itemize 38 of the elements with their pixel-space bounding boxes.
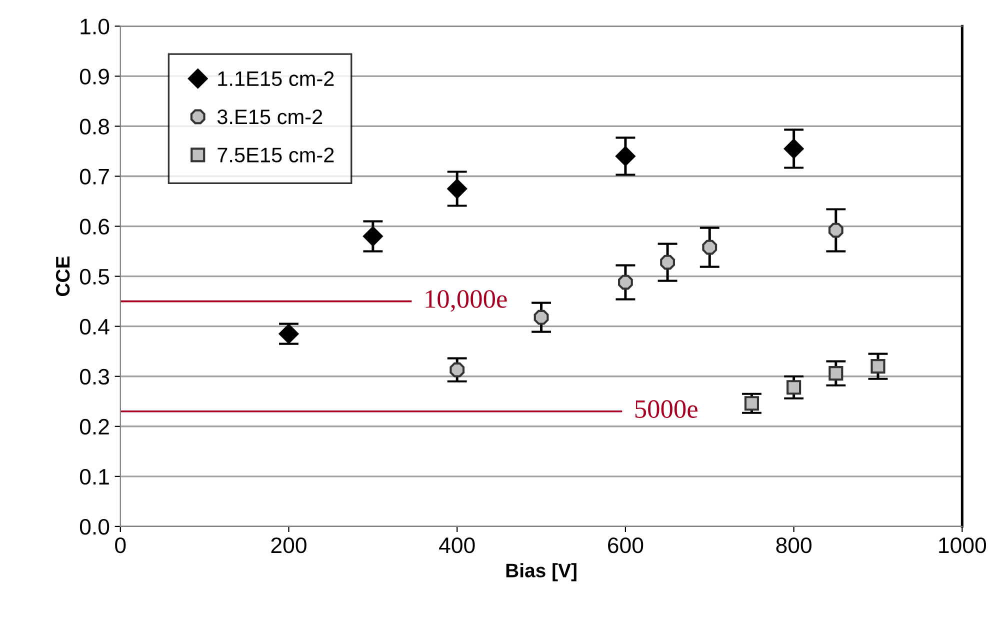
- y-axis-title: CCE: [56, 256, 70, 296]
- point: [450, 362, 465, 378]
- y-tick-label: 0.9: [80, 68, 109, 84]
- y-tick-label: 0.2: [80, 418, 109, 435]
- ref-line-label: 5000e: [635, 400, 698, 418]
- y-tick-label: 0.5: [80, 268, 110, 285]
- x-tick-label: 600: [608, 537, 644, 554]
- legend-label: 1.1E15 cm-2: [218, 71, 334, 86]
- y-tick-label: 0.8: [80, 118, 110, 134]
- y-tick-label: 0.7: [80, 168, 109, 185]
- point: [616, 146, 636, 166]
- point: [744, 396, 760, 411]
- y-tick-label: 0.0: [80, 518, 110, 535]
- point: [828, 366, 844, 381]
- x-axis-title: Bias [V]: [506, 563, 576, 582]
- x-tick-label: 0: [115, 537, 126, 554]
- point: [618, 274, 633, 290]
- point: [784, 138, 804, 159]
- point: [786, 380, 802, 395]
- point: [447, 178, 467, 199]
- y-tick-label: 0.4: [80, 318, 110, 335]
- point: [363, 226, 383, 246]
- y-tick-label: 0.1: [80, 468, 109, 485]
- y-tick-label: 0.3: [80, 368, 110, 385]
- point: [702, 240, 718, 255]
- point: [828, 222, 844, 238]
- legend-label: 7.5E15 cm-2: [218, 148, 334, 162]
- y-tick-label: 1.0: [80, 18, 110, 34]
- ref-line-label: 10,000e: [426, 290, 507, 312]
- x-tick-label: 1000: [939, 537, 986, 554]
- x-tick-label: 200: [271, 537, 306, 554]
- point: [534, 310, 549, 325]
- point: [870, 359, 886, 374]
- legend-label: 3.E15 cm-2: [217, 109, 322, 124]
- x-tick-label: 800: [776, 537, 812, 554]
- y-tick-label: 0.6: [80, 218, 110, 235]
- point: [660, 254, 676, 270]
- x-tick-label: 400: [439, 537, 475, 554]
